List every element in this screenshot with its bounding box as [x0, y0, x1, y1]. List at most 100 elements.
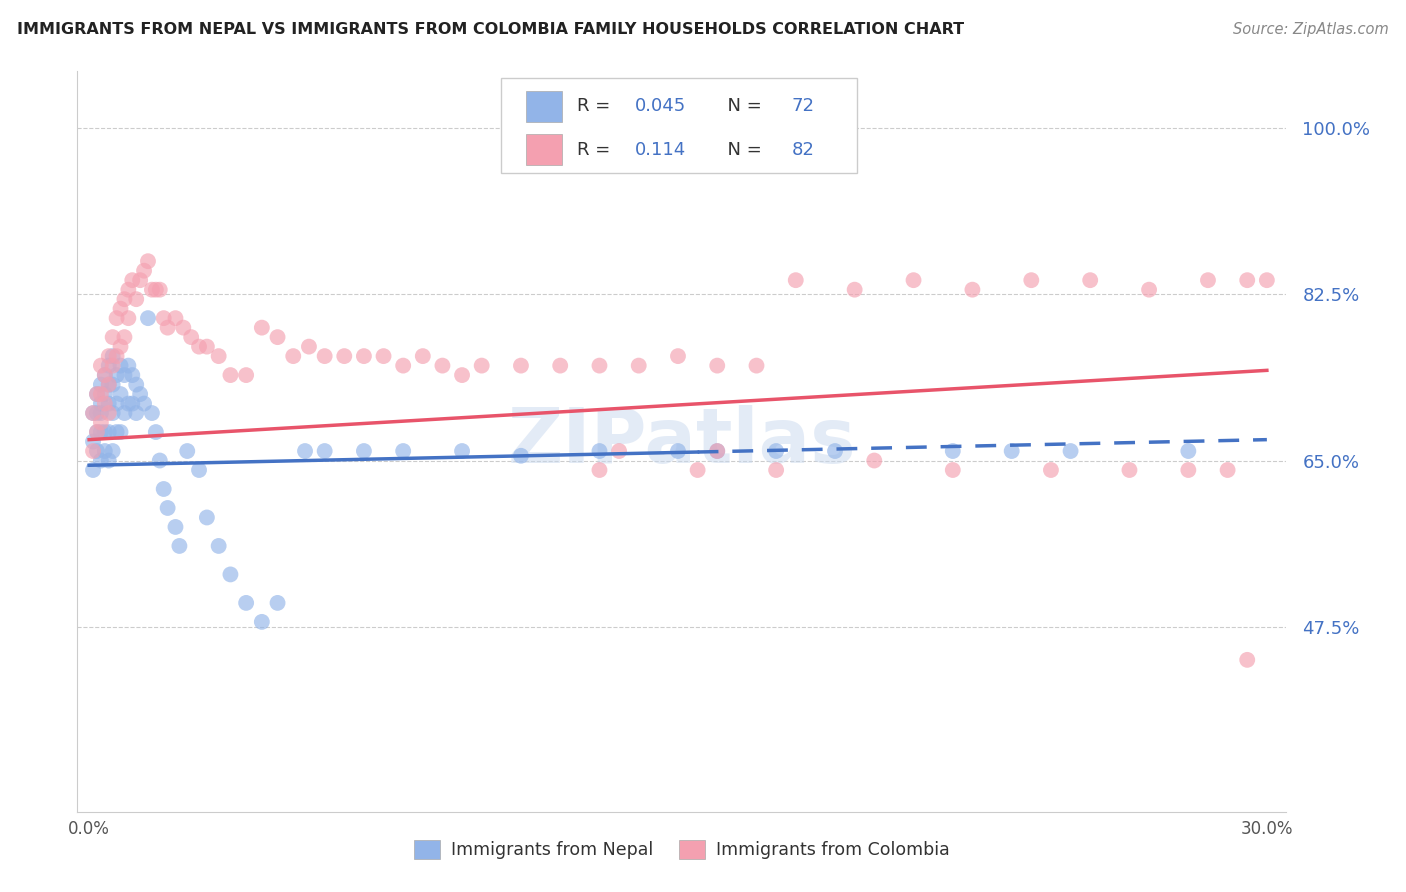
Point [824, 444, 846, 458]
Point [195, 510, 218, 524]
Point [510, 449, 533, 463]
Point [548, 359, 571, 373]
Point [129, 387, 152, 401]
Point [706, 444, 728, 458]
Point [392, 444, 415, 458]
Point [97, 349, 120, 363]
Point [169, 539, 191, 553]
Point [105, 311, 128, 326]
Point [235, 596, 257, 610]
Point [86, 425, 108, 439]
Point [588, 463, 610, 477]
Point [110, 425, 132, 439]
Point [97, 425, 120, 439]
Point [706, 444, 728, 458]
Point [94, 368, 117, 383]
Point [188, 463, 211, 477]
Point [451, 368, 474, 383]
Point [145, 425, 167, 439]
Point [1039, 463, 1062, 477]
Point [125, 377, 148, 392]
Point [1118, 463, 1140, 477]
Point [105, 396, 128, 410]
Point [314, 349, 336, 363]
Point [510, 359, 533, 373]
Point [132, 263, 155, 277]
Point [152, 311, 174, 326]
Text: R =: R = [576, 141, 621, 159]
Point [208, 349, 231, 363]
Text: Source: ZipAtlas.com: Source: ZipAtlas.com [1233, 22, 1389, 37]
Point [250, 615, 273, 629]
Point [105, 425, 128, 439]
Point [97, 396, 120, 410]
Point [863, 453, 886, 467]
Point [412, 349, 434, 363]
Point [373, 349, 395, 363]
Point [82, 444, 104, 458]
Point [90, 377, 112, 392]
Point [110, 301, 132, 316]
Point [1021, 273, 1043, 287]
Point [114, 406, 136, 420]
Point [165, 520, 187, 534]
Point [451, 444, 474, 458]
Point [101, 359, 124, 373]
Point [117, 359, 139, 373]
Point [765, 463, 787, 477]
Point [97, 406, 120, 420]
Point [121, 396, 143, 410]
Point [90, 406, 112, 420]
Point [110, 359, 132, 373]
Point [392, 359, 415, 373]
Point [82, 406, 104, 420]
Point [121, 368, 143, 383]
Point [86, 425, 108, 439]
Point [94, 444, 117, 458]
Point [125, 292, 148, 306]
Point [1236, 273, 1258, 287]
Text: ZIPatlas: ZIPatlas [508, 405, 856, 478]
Point [333, 349, 356, 363]
Point [156, 500, 179, 515]
Text: 0.045: 0.045 [634, 97, 686, 115]
Text: 82: 82 [792, 141, 815, 159]
Text: N =: N = [716, 97, 768, 115]
Point [136, 254, 159, 268]
Point [250, 320, 273, 334]
Point [82, 406, 104, 420]
Point [97, 377, 120, 392]
Point [1177, 463, 1199, 477]
Point [1177, 444, 1199, 458]
Point [125, 406, 148, 420]
Point [195, 340, 218, 354]
Point [942, 444, 965, 458]
Point [149, 283, 172, 297]
Point [1236, 653, 1258, 667]
Point [298, 340, 321, 354]
Point [1197, 273, 1219, 287]
Point [283, 349, 305, 363]
Point [129, 273, 152, 287]
Point [314, 444, 336, 458]
Point [97, 453, 120, 467]
FancyBboxPatch shape [526, 91, 562, 121]
Point [132, 396, 155, 410]
Point [117, 311, 139, 326]
Point [1078, 273, 1101, 287]
Point [266, 330, 288, 344]
Point [101, 444, 124, 458]
Point [432, 359, 454, 373]
Point [1256, 273, 1278, 287]
Point [90, 396, 112, 410]
Text: N =: N = [716, 141, 768, 159]
Point [82, 463, 104, 477]
Point [266, 596, 288, 610]
Point [152, 482, 174, 496]
Point [101, 349, 124, 363]
Text: 72: 72 [792, 97, 815, 115]
Point [607, 444, 630, 458]
Point [627, 359, 650, 373]
Point [219, 368, 242, 383]
Point [149, 453, 172, 467]
